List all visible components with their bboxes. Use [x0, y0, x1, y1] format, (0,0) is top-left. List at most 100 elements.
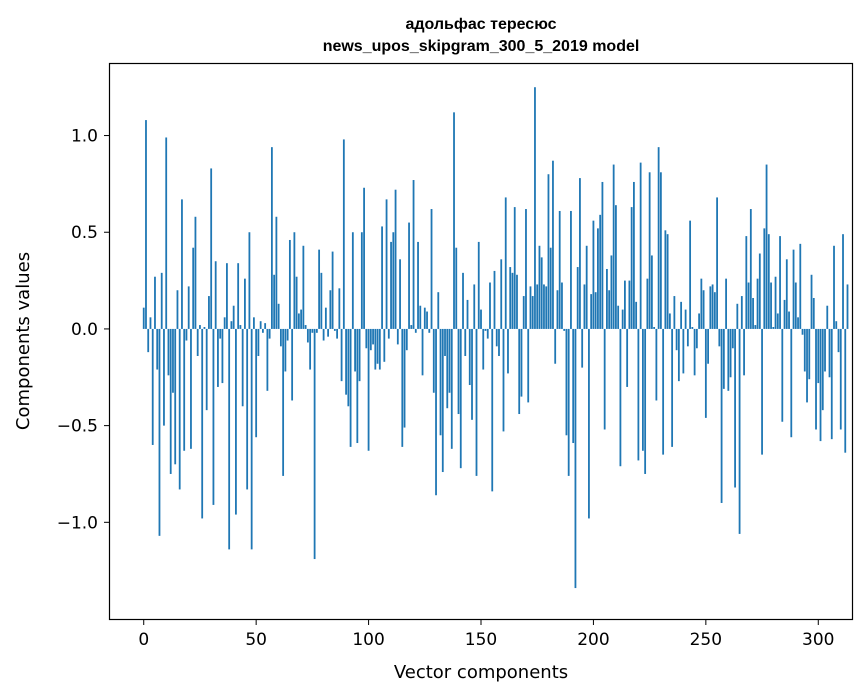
bar [588, 328, 590, 519]
bar [518, 328, 521, 415]
bar [522, 296, 525, 329]
bar [480, 309, 482, 329]
bar [650, 255, 653, 329]
bars-group [142, 87, 849, 589]
bar [428, 328, 431, 333]
bar [160, 272, 163, 329]
bar [318, 249, 321, 329]
bar [419, 305, 422, 329]
bar [363, 187, 365, 329]
bar [552, 160, 554, 329]
bar [567, 328, 570, 476]
bar [257, 328, 260, 356]
bar [745, 236, 748, 329]
bar [217, 328, 219, 387]
bar [756, 278, 759, 329]
bar [545, 286, 548, 329]
bar [765, 164, 768, 329]
bar [367, 328, 370, 451]
bar [597, 228, 599, 329]
bar [266, 328, 269, 391]
bar [192, 247, 195, 329]
bar [473, 284, 476, 329]
bar [606, 268, 608, 329]
bar [844, 328, 847, 453]
bar [439, 328, 442, 436]
bar [493, 270, 496, 329]
bar [264, 323, 267, 329]
bar [291, 328, 294, 401]
bar [565, 328, 568, 436]
bar [707, 328, 709, 364]
bar [608, 290, 611, 329]
bar [635, 301, 638, 329]
bar [356, 328, 359, 444]
bar [828, 328, 831, 378]
bar [477, 241, 480, 329]
bar [833, 245, 835, 329]
x-axis-ticks: 0 50 100 150 200 250 300 [138, 619, 834, 650]
y-axis-label: Components values [13, 252, 34, 430]
bar [354, 328, 356, 372]
bar [255, 328, 258, 438]
bar [273, 274, 276, 329]
bar [489, 282, 491, 329]
bar [738, 328, 741, 534]
bar [482, 328, 485, 370]
bar [740, 296, 743, 329]
bar [572, 328, 575, 444]
bar [311, 328, 314, 333]
bar [601, 181, 604, 329]
bar [763, 228, 766, 329]
bar [176, 290, 179, 329]
bar [592, 220, 595, 329]
bar [248, 232, 251, 329]
bar [163, 328, 165, 426]
bar [812, 297, 815, 329]
bar [801, 328, 804, 335]
bar [315, 328, 318, 333]
bar [610, 255, 613, 329]
x-axis-label: Vector components [394, 662, 568, 683]
bar [700, 278, 703, 329]
bar [408, 222, 410, 329]
bar [208, 296, 210, 329]
bar [529, 286, 532, 329]
bar [826, 305, 829, 329]
bar [327, 328, 329, 337]
bar [797, 317, 799, 329]
bar [459, 328, 462, 469]
bar [277, 303, 280, 329]
bar [794, 282, 797, 329]
bar [761, 328, 763, 455]
bar [747, 282, 750, 329]
bar [594, 292, 597, 329]
bar [819, 328, 822, 442]
bar [360, 232, 363, 329]
bar [767, 234, 770, 329]
bar [648, 172, 651, 329]
bar [183, 328, 186, 451]
bar [713, 292, 716, 329]
bar [223, 317, 226, 329]
bar [226, 263, 228, 329]
bar [374, 328, 377, 370]
bar [336, 328, 338, 339]
bar [237, 263, 240, 329]
bar [446, 328, 449, 409]
bar [145, 120, 147, 329]
bar [410, 325, 413, 329]
bar [282, 328, 285, 476]
bar [538, 245, 541, 329]
bar [729, 328, 732, 378]
bar [574, 328, 577, 589]
bar [720, 328, 723, 503]
bar [329, 290, 332, 329]
bar [758, 253, 761, 329]
bar [776, 313, 779, 329]
bar [300, 309, 303, 329]
bar [599, 214, 602, 329]
bar [457, 328, 460, 415]
bar [394, 189, 397, 329]
bar [426, 311, 428, 329]
